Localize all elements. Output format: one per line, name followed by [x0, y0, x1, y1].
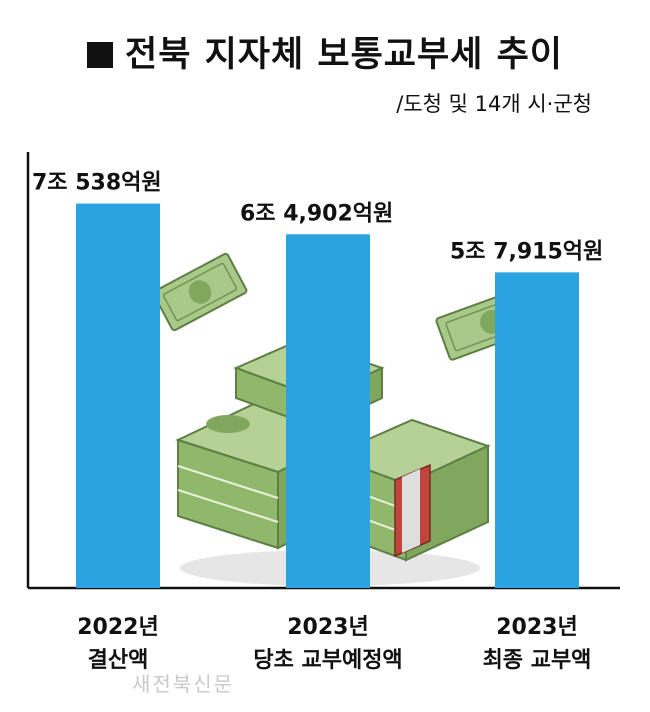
category-label-3-line-1: 2023년: [496, 615, 577, 640]
category-label-1-line-2: 결산액: [88, 648, 149, 673]
value-label-3: 5조 7,915억원: [450, 239, 603, 264]
bar-2: [286, 234, 370, 588]
square-bullet-icon: [87, 42, 114, 68]
category-label-1-line-1: 2022년: [77, 615, 158, 640]
value-label-2: 6조 4,902억원: [240, 201, 393, 226]
category-label-2-line-1: 2023년: [287, 615, 368, 640]
category-label-2-line-2: 당초 교부예정액: [253, 648, 402, 673]
chart-title: 전북 지자체 보통교부세 추이: [0, 26, 650, 77]
bar-3: [495, 272, 579, 588]
value-label-1: 7조 538억원: [32, 171, 162, 196]
title-text: 전북 지자체 보통교부세 추이: [125, 35, 563, 75]
chart-subtitle: /도청 및 14개 시·군청: [396, 92, 592, 116]
category-label-3-line-2: 최종 교부액: [483, 648, 592, 673]
watermark: 새전북신문: [132, 672, 234, 696]
bar-1: [76, 203, 160, 588]
flying-bill-left: [152, 252, 248, 332]
